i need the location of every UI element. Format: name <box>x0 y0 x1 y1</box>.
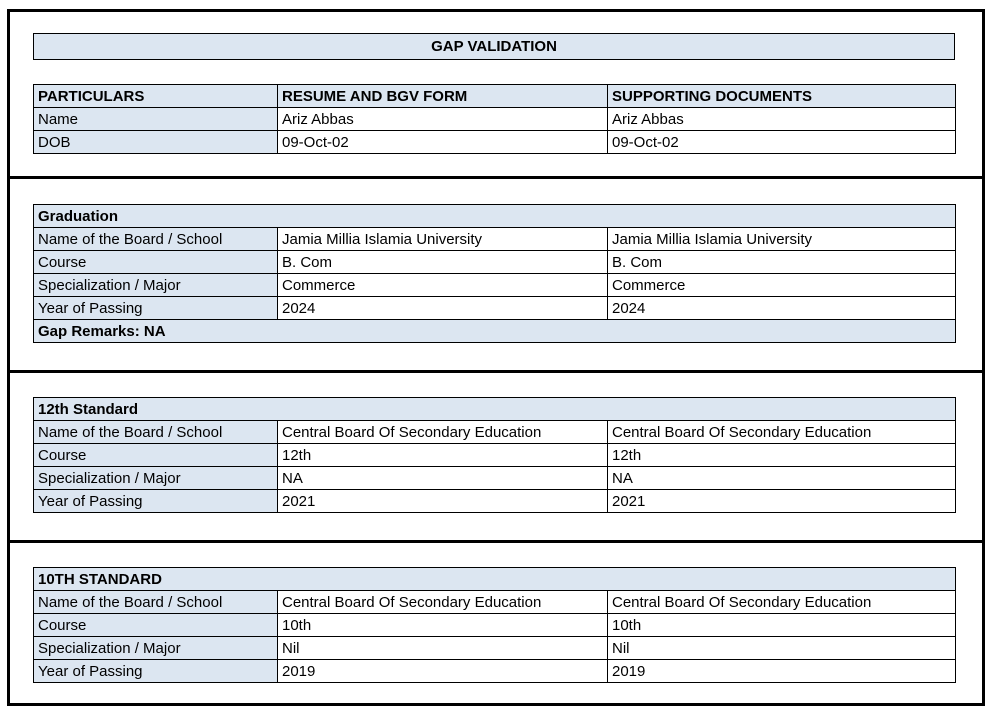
cell-resume: Nil <box>277 636 608 660</box>
cell-label: Course <box>33 443 278 467</box>
cell-supporting: 09-Oct-02 <box>607 130 956 154</box>
table-row: Year of Passing 2019 2019 <box>33 659 957 683</box>
table-row: DOB 09-Oct-02 09-Oct-02 <box>33 130 956 154</box>
section-divider-3 <box>7 540 985 543</box>
cell-resume: NA <box>277 466 608 490</box>
cell-supporting: 10th <box>606 613 957 637</box>
section-title-row: 12th Standard <box>33 397 956 421</box>
page-border <box>7 9 985 706</box>
cell-resume: 12th <box>277 443 608 467</box>
table-row: Course B. Com B. Com <box>33 250 956 274</box>
graduation-table: Graduation Name of the Board / School Jami… <box>33 204 956 343</box>
cell-label: Specialization / Major <box>33 273 278 297</box>
table-10th-standard: 10TH STANDARD Name of the Board / School C… <box>32 567 957 683</box>
cell-supporting: Commerce <box>607 273 956 297</box>
section-title-row: 10TH STANDARD <box>32 567 957 591</box>
cell-supporting: 2021 <box>607 489 956 513</box>
cell-label: DOB <box>33 130 278 154</box>
cell-supporting: Nil <box>606 636 957 660</box>
table-12th-standard: 12th Standard Name of the Board / School C… <box>33 397 956 513</box>
cell-supporting: NA <box>607 466 956 490</box>
cell-supporting: Jamia Millia Islamia University <box>607 227 956 251</box>
cell-supporting: 12th <box>607 443 956 467</box>
cell-label: Name of the Board / School <box>33 420 278 444</box>
cell-resume: Commerce <box>277 273 608 297</box>
cell-label: Name of the Board / School <box>33 590 278 614</box>
identity-table: PARTICULARS RESUME AND BGV FORM SUPPORTI… <box>33 84 956 154</box>
cell-label: Year of Passing <box>33 296 278 320</box>
cell-supporting: Ariz Abbas <box>607 107 956 131</box>
table-row: Specialization / Major Commerce Commerce <box>33 273 956 297</box>
header-particulars: PARTICULARS <box>33 84 278 108</box>
cell-label: Name of the Board / School <box>33 227 278 251</box>
table-row: Name of the Board / School Central Board … <box>33 590 957 614</box>
gap-remarks-cell: Gap Remarks: NA <box>33 319 956 343</box>
section-divider-2 <box>7 370 985 373</box>
section-title: 12th Standard <box>33 397 956 421</box>
cell-label: Course <box>33 250 278 274</box>
cell-resume: Central Board Of Secondary Education <box>277 590 608 614</box>
cell-label: Year of Passing <box>33 489 278 513</box>
table-row: Year of Passing 2024 2024 <box>33 296 956 320</box>
cell-resume: 2024 <box>277 296 608 320</box>
table-row: Specialization / Major NA NA <box>33 466 956 490</box>
cell-label: Specialization / Major <box>33 636 278 660</box>
table-row: Name of the Board / School Central Board … <box>33 420 956 444</box>
cell-resume: 2021 <box>277 489 608 513</box>
cell-resume: Central Board Of Secondary Education <box>277 420 608 444</box>
cell-resume: 09-Oct-02 <box>277 130 608 154</box>
section-title-row: Graduation <box>33 204 956 228</box>
page-title: GAP VALIDATION <box>431 38 557 55</box>
cell-resume: Ariz Abbas <box>277 107 608 131</box>
cell-label: Specialization / Major <box>33 466 278 490</box>
cell-supporting: 2019 <box>606 659 957 683</box>
table-row: Course 10th 10th <box>33 613 957 637</box>
cell-supporting: 2024 <box>607 296 956 320</box>
header-resume-bgv-form: RESUME AND BGV FORM <box>277 84 608 108</box>
header-supporting-documents: SUPPORTING DOCUMENTS <box>607 84 956 108</box>
gap-remarks-cell-row: Gap Remarks: NA <box>33 319 956 343</box>
cell-label: Name <box>33 107 278 131</box>
cell-resume: 10th <box>277 613 608 637</box>
cell-supporting: Central Board Of Secondary Education <box>607 420 956 444</box>
cell-resume: B. Com <box>277 250 608 274</box>
page-title-banner: GAP VALIDATION <box>33 33 955 60</box>
section-divider-1 <box>7 176 985 179</box>
table-row: Name Ariz Abbas Ariz Abbas <box>33 107 956 131</box>
identity-header-row: PARTICULARS RESUME AND BGV FORM SUPPORTI… <box>33 84 956 108</box>
table-row: Specialization / Major Nil Nil <box>33 636 957 660</box>
section-title: Graduation <box>33 204 956 228</box>
cell-resume: 2019 <box>277 659 608 683</box>
cell-supporting: Central Board Of Secondary Education <box>606 590 957 614</box>
section-title: 10TH STANDARD <box>32 567 957 591</box>
cell-label: Year of Passing <box>33 659 278 683</box>
cell-resume: Jamia Millia Islamia University <box>277 227 608 251</box>
table-row: Year of Passing 2021 2021 <box>33 489 956 513</box>
table-row: Course 12th 12th <box>33 443 956 467</box>
cell-label: Course <box>33 613 278 637</box>
cell-supporting: B. Com <box>607 250 956 274</box>
table-row: Name of the Board / School Jamia Millia I… <box>33 227 956 251</box>
